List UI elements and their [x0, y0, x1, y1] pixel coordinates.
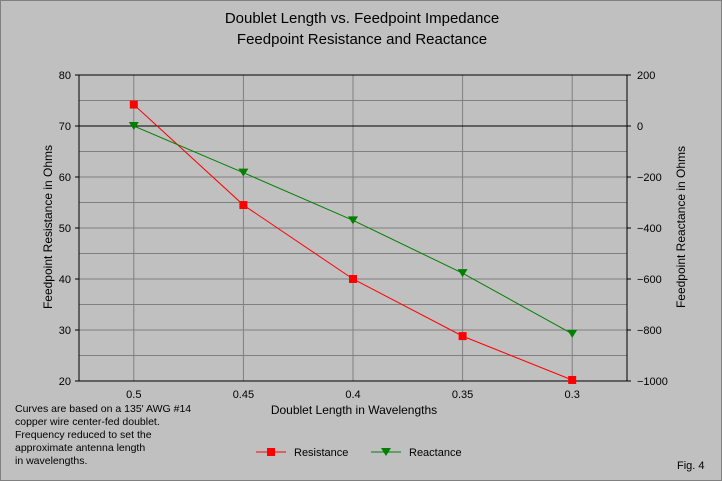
legend-reactance-label: Reactance: [409, 447, 462, 459]
reactance-point: [128, 122, 139, 130]
right-tick-label: 0: [637, 121, 643, 133]
right-tick-label: −600: [637, 274, 662, 286]
chart-note-line: in wavelengths.: [15, 455, 88, 467]
resistance-point: [349, 275, 357, 283]
left-tick-label: 80: [59, 70, 71, 82]
left-tick-label: 50: [59, 223, 71, 235]
resistance-point: [239, 201, 248, 210]
left-tick-label: 30: [59, 325, 71, 337]
figure-label: Fig. 4: [677, 460, 705, 472]
right-tick-label: −200: [637, 172, 662, 184]
legend-resistance-marker: [267, 448, 275, 456]
resistance-point: [458, 332, 467, 341]
chart-note-line: approximate antenna length: [15, 442, 146, 454]
right-tick-label: 200: [637, 70, 655, 82]
y-axis-right-label: Feedpoint Reactance in Ohms: [674, 146, 688, 308]
chart-note-line: Curves are based on a 135' AWG #14: [15, 403, 192, 415]
chart-note-line: Frequency reduced to set the: [15, 429, 152, 441]
legend: Resistance Reactance: [256, 447, 462, 459]
chart-subtitle: Feedpoint Resistance and Reactance: [237, 31, 487, 48]
grid-lines: [79, 74, 627, 382]
legend-reactance-marker: [381, 448, 391, 456]
chart-note-line: copper wire center-fed doublet.: [15, 416, 160, 428]
right-tick-label: −800: [637, 325, 662, 337]
resistance-point: [568, 375, 577, 384]
series-layer: [128, 100, 578, 384]
x-tick-label: 0.5: [126, 389, 141, 401]
series-resistance: [129, 100, 577, 384]
series-reactance: [128, 122, 578, 338]
left-tick-label: 20: [59, 376, 71, 388]
reactance-point: [567, 329, 578, 338]
right-tick-label: −1000: [637, 376, 668, 388]
right-tick-label: −400: [637, 223, 662, 235]
left-tick-label: 70: [59, 121, 71, 133]
resistance-point: [129, 100, 138, 109]
left-tick-label: 40: [59, 274, 71, 286]
left-tick-label: 60: [59, 172, 71, 184]
chart-title: Doublet Length vs. Feedpoint Impedance: [225, 10, 499, 27]
x-tick-label: 0.45: [233, 389, 254, 401]
legend-resistance-label: Resistance: [294, 447, 348, 459]
reactance-point: [238, 168, 249, 177]
x-axis-label: Doublet Length in Wavelengths: [271, 403, 437, 417]
x-tick-label: 0.35: [452, 389, 473, 401]
x-tick-label: 0.3: [565, 389, 580, 401]
reactance-point: [457, 269, 468, 278]
reactance-point: [348, 216, 358, 225]
chart-note: Curves are based on a 135' AWG #14 copper…: [15, 403, 215, 468]
y-axis-left-label: Feedpoint Resistance in Ohms: [41, 145, 55, 309]
right-axis: −1000 −800 −600 −400 −200 0 200: [627, 70, 668, 388]
x-axis: 0.5 0.45 0.4 0.35 0.3: [126, 389, 580, 401]
x-tick-label: 0.4: [345, 389, 360, 401]
left-axis: 20 30 40 50 60 70 80: [59, 70, 79, 388]
